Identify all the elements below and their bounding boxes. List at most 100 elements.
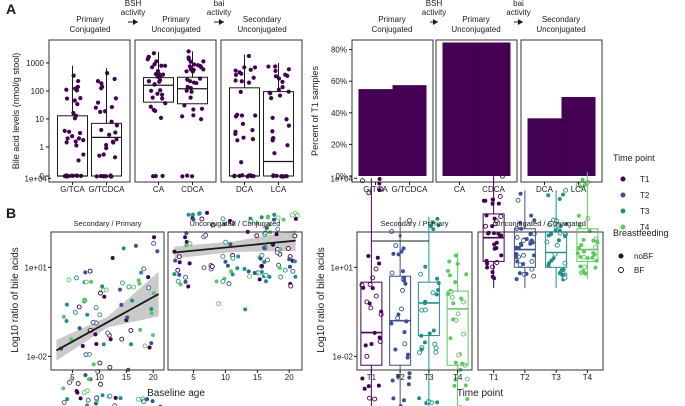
b-right-point: [514, 234, 520, 240]
b-left-point: [186, 212, 191, 217]
a-left-facet-frame: [220, 39, 303, 183]
a-left-xtick-label: G/TCDCA: [89, 185, 126, 194]
b-left-point: [274, 250, 280, 256]
b-left-point: [265, 215, 270, 220]
b-right-point: [499, 233, 504, 238]
b-left-point: [287, 264, 292, 269]
b-right-point: [517, 271, 522, 276]
b-right-point: [396, 312, 401, 317]
a-right-facet-frame: [351, 39, 434, 183]
b-left-xtick-label: 5: [191, 373, 196, 382]
b-right-point: [418, 271, 424, 277]
b-right-facet-frame: [477, 231, 604, 371]
b-left-point: [235, 266, 240, 271]
b-right-point: [447, 259, 452, 264]
b-right-point: [390, 378, 395, 383]
a-left-point: [157, 79, 162, 84]
b-left-point: [183, 235, 188, 240]
b-right-point: [417, 396, 422, 401]
a-left-facet-frame: [134, 39, 217, 183]
a-right-xtick-label: CA: [454, 185, 466, 194]
b-left-point: [151, 291, 156, 296]
a-left-point: [160, 173, 165, 179]
b-left-point: [102, 294, 107, 299]
a-left-point: [95, 100, 101, 105]
b-right-point: [486, 231, 491, 236]
b-right-point: [393, 347, 398, 352]
a-left-point: [186, 55, 191, 60]
b-right-point: [483, 223, 488, 229]
b-left-xtick-label: 15: [253, 373, 262, 382]
a-left-xtick-label: LCA: [271, 185, 287, 194]
b-right-xlabel: Time point: [457, 388, 504, 399]
a-left-point: [185, 84, 190, 89]
b-right-point: [528, 232, 533, 237]
b-left-point: [287, 257, 292, 262]
a-left-point: [201, 59, 206, 64]
b-left-point: [87, 268, 93, 274]
a-left-point: [151, 51, 157, 56]
a-left-point: [268, 91, 273, 96]
b-right-point: [367, 282, 373, 287]
b-left-point: [183, 274, 188, 280]
a-left-point: [114, 123, 120, 128]
b-right-point: [578, 264, 583, 269]
b-left-point: [82, 297, 87, 302]
b-right-point: [490, 224, 495, 229]
b-right-point: [563, 187, 569, 193]
a-left-xtick-label: CA: [153, 185, 165, 194]
b-left-point: [97, 312, 103, 318]
b-left-point: [278, 274, 284, 280]
b-left-point: [61, 314, 66, 319]
a-left-point: [239, 113, 245, 118]
b-right-point: [436, 223, 441, 228]
a-left-header-stage: Unconjugated: [151, 25, 200, 34]
b-left-point: [209, 264, 215, 269]
b-left-point: [130, 298, 135, 303]
b-left-point: [150, 399, 155, 404]
b-left-point: [226, 281, 232, 287]
b-left-point: [220, 253, 226, 259]
b-right-point: [514, 245, 519, 250]
b-right-point: [583, 271, 588, 276]
b-right-point: [366, 253, 371, 258]
a-left-point: [250, 127, 255, 133]
b-right-point: [497, 193, 503, 199]
a-left-point: [109, 104, 115, 110]
b-left-point: [147, 345, 152, 350]
b-right-point: [451, 317, 456, 322]
b-left-point: [135, 396, 141, 402]
b-right-point: [375, 255, 380, 260]
b-right-point: [434, 292, 439, 297]
b-left-point: [110, 256, 115, 261]
b-left-point: [149, 311, 154, 316]
b-left-point: [128, 328, 134, 333]
a-left-point: [286, 67, 291, 72]
b-left-point: [97, 360, 103, 366]
b-left-facet-title: Secondary / Primary: [74, 219, 142, 228]
b-left-point: [277, 266, 282, 271]
b-left-point: [259, 269, 264, 274]
b-right-point: [435, 216, 440, 221]
b-right-point: [417, 350, 422, 356]
b-right-ytick-label: 1e+01: [331, 263, 354, 272]
b-left-point: [149, 341, 154, 346]
b-left-point: [272, 212, 277, 217]
b-left-point: [201, 265, 207, 271]
b-left-point: [236, 254, 241, 259]
a-left-point: [113, 130, 118, 135]
a-left-point: [75, 102, 80, 107]
a-left-point: [284, 117, 289, 122]
a-left-point: [273, 64, 278, 69]
a-left-point: [273, 68, 278, 74]
a-left-point: [233, 72, 239, 78]
a-left-point: [191, 107, 196, 112]
a-right-bar: [358, 89, 393, 176]
legend-time-title: Time point: [613, 153, 655, 163]
b-right-point: [402, 330, 407, 335]
b-right-point: [376, 383, 381, 388]
b-left-point: [151, 240, 157, 246]
a-left-point: [76, 78, 81, 84]
b-right-point: [514, 252, 519, 257]
a-left-point: [155, 91, 160, 96]
